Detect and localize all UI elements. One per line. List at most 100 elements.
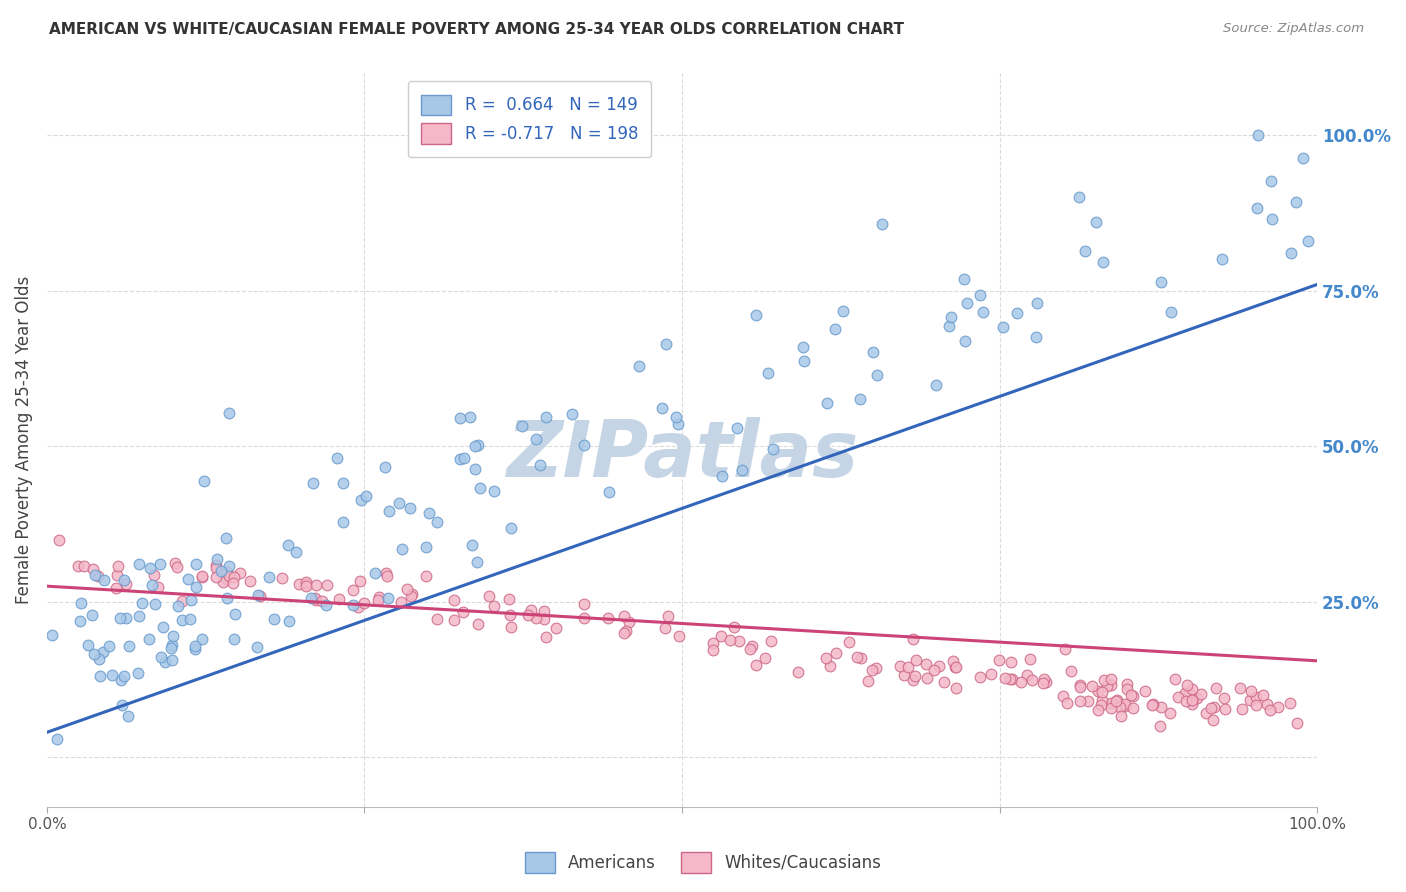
- Point: [654, 621, 676, 635]
- Point: [128, 609, 150, 624]
- Point: [1115, 677, 1137, 691]
- Point: [718, 633, 741, 648]
- Point: [1109, 699, 1132, 714]
- Point: [1105, 694, 1128, 708]
- Point: [153, 655, 176, 669]
- Point: [818, 659, 841, 673]
- Point: [183, 642, 205, 657]
- Point: [89, 669, 111, 683]
- Point: [191, 632, 214, 647]
- Point: [127, 666, 149, 681]
- Point: [451, 605, 474, 619]
- Point: [932, 675, 955, 690]
- Point: [184, 557, 207, 571]
- Point: [143, 597, 166, 611]
- Point: [160, 638, 183, 652]
- Point: [939, 310, 962, 324]
- Point: [101, 668, 124, 682]
- Point: [80, 607, 103, 622]
- Point: [1212, 691, 1234, 706]
- Point: [83, 647, 105, 661]
- Point: [162, 629, 184, 643]
- Point: [870, 217, 893, 231]
- Point: [377, 568, 399, 582]
- Point: [1032, 672, 1054, 686]
- Point: [1175, 694, 1198, 708]
- Point: [205, 552, 228, 566]
- Point: [354, 489, 377, 503]
- Point: [1052, 689, 1074, 703]
- Point: [702, 636, 724, 650]
- Point: [205, 558, 228, 573]
- Point: [418, 506, 440, 520]
- Text: AMERICAN VS WHITE/CAUCASIAN FEMALE POVERTY AMONG 25-34 YEAR OLDS CORRELATION CHA: AMERICAN VS WHITE/CAUCASIAN FEMALE POVER…: [49, 22, 904, 37]
- Point: [1007, 306, 1029, 320]
- Point: [994, 672, 1017, 686]
- Point: [295, 577, 318, 591]
- Point: [1247, 128, 1270, 143]
- Point: [1292, 151, 1315, 165]
- Point: [215, 572, 238, 586]
- Point: [1142, 697, 1164, 711]
- Point: [470, 481, 492, 495]
- Point: [1298, 235, 1320, 249]
- Point: [1000, 655, 1022, 669]
- Point: [1163, 672, 1185, 686]
- Point: [1010, 674, 1032, 689]
- Point: [218, 568, 240, 582]
- Point: [627, 359, 650, 374]
- Point: [1258, 703, 1281, 717]
- Point: [70, 596, 93, 610]
- Point: [295, 579, 318, 593]
- Point: [84, 567, 107, 582]
- Point: [117, 709, 139, 723]
- Point: [1114, 697, 1136, 711]
- Point: [146, 580, 169, 594]
- Point: [315, 598, 337, 612]
- Legend: R =  0.664   N = 149, R = -0.717   N = 198: R = 0.664 N = 149, R = -0.717 N = 198: [408, 81, 651, 157]
- Point: [969, 670, 991, 684]
- Point: [1025, 296, 1047, 310]
- Point: [193, 474, 215, 488]
- Point: [305, 592, 328, 607]
- Point: [139, 560, 162, 574]
- Point: [215, 531, 238, 545]
- Point: [170, 594, 193, 608]
- Point: [510, 419, 533, 434]
- Point: [1279, 245, 1302, 260]
- Point: [82, 562, 104, 576]
- Point: [1121, 701, 1143, 715]
- Point: [1230, 702, 1253, 716]
- Point: [367, 590, 389, 604]
- Point: [467, 438, 489, 452]
- Point: [897, 660, 920, 674]
- Point: [889, 658, 911, 673]
- Point: [572, 438, 595, 452]
- Point: [110, 673, 132, 688]
- Point: [710, 629, 733, 643]
- Point: [1194, 706, 1216, 720]
- Point: [793, 354, 815, 368]
- Point: [953, 272, 976, 286]
- Point: [191, 569, 214, 583]
- Point: [901, 632, 924, 646]
- Point: [160, 652, 183, 666]
- Point: [972, 304, 994, 318]
- Point: [1087, 684, 1109, 698]
- Point: [1119, 689, 1142, 703]
- Point: [97, 639, 120, 653]
- Point: [426, 612, 449, 626]
- Point: [453, 451, 475, 466]
- Point: [1092, 673, 1115, 687]
- Point: [665, 410, 688, 425]
- Point: [1201, 714, 1223, 728]
- Point: [904, 669, 927, 683]
- Point: [498, 592, 520, 607]
- Point: [1099, 678, 1122, 692]
- Point: [186, 580, 208, 594]
- Point: [1260, 174, 1282, 188]
- Point: [915, 657, 938, 671]
- Point: [87, 569, 110, 583]
- Point: [1175, 678, 1198, 692]
- Point: [1244, 698, 1267, 713]
